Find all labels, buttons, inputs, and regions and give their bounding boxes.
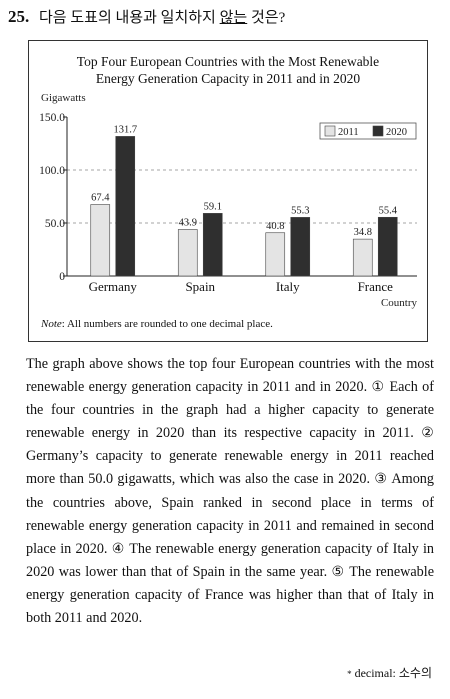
bar-2020-spain [202,213,223,277]
bar-2011-italy [265,232,286,277]
y-tick-label: 100.0 [39,165,65,177]
y-tick-label: 0 [59,271,65,283]
y-tick-label: 150.0 [39,112,65,124]
legend-label-2020: 2020 [386,127,407,138]
chart-box: Top Four European Countries with the Mos… [28,40,428,342]
chart-title-line2: Energy Generation Capacity in 2011 and i… [95,71,361,86]
x-axis-label: Country [381,297,418,309]
bar-2011-spain [177,229,198,277]
passage: The graph above shows the top four Europ… [26,356,434,627]
x-tick-label: Italy [276,279,300,294]
question-prompt-emphasis: 않는 [219,10,248,26]
bar-2020-italy [290,217,311,277]
x-tick-label: Germany [89,279,138,294]
chart-note: Note: All numbers are rounded to one dec… [41,318,273,330]
bar-2020-france [377,216,398,277]
question-header: 25. 다음 도표의 내용과 일치하지 않는 것은? [8,6,285,27]
bar-chart: Gigawatts 0 50.0 100.0 150.0 67.4 131.7 Germany… [39,92,418,309]
footnote: * decimal: 소수의 [347,664,432,681]
question-number: 25. [8,7,30,26]
bar-value-label: 131.7 [113,124,137,135]
footnote-star: * [347,669,352,680]
footnote-text: decimal: 소수의 [354,666,432,680]
bar-value-label: 55.4 [379,205,398,216]
y-axis-label: Gigawatts [41,92,86,104]
bar-value-label: 34.8 [354,227,372,238]
question-prompt-end: 것은? [250,10,286,26]
bar-value-label: 43.9 [179,217,197,228]
x-tick-label: Spain [185,279,215,294]
note-text: : All numbers are rounded to one decimal… [61,318,273,330]
legend-swatch-2011 [324,125,336,137]
y-tick-label: 50.0 [45,218,65,230]
bar-value-label: 40.8 [266,221,284,232]
note-label: Note [41,318,62,330]
legend-swatch-2020 [372,125,384,137]
bar-2011-germany [90,204,111,277]
question-prompt: 다음 도표의 내용과 일치하지 [39,10,216,26]
bar-value-label: 55.3 [291,205,309,216]
bar-2020-germany [115,136,136,277]
legend-label-2011: 2011 [338,127,359,138]
bar-value-label: 67.4 [91,193,110,204]
x-tick-label: France [358,279,394,294]
chart-title-line1: Top Four European Countries with the Mos… [76,54,380,69]
bar-value-label: 59.1 [204,201,222,212]
bar-2011-france [352,238,373,277]
legend-box [319,122,417,140]
